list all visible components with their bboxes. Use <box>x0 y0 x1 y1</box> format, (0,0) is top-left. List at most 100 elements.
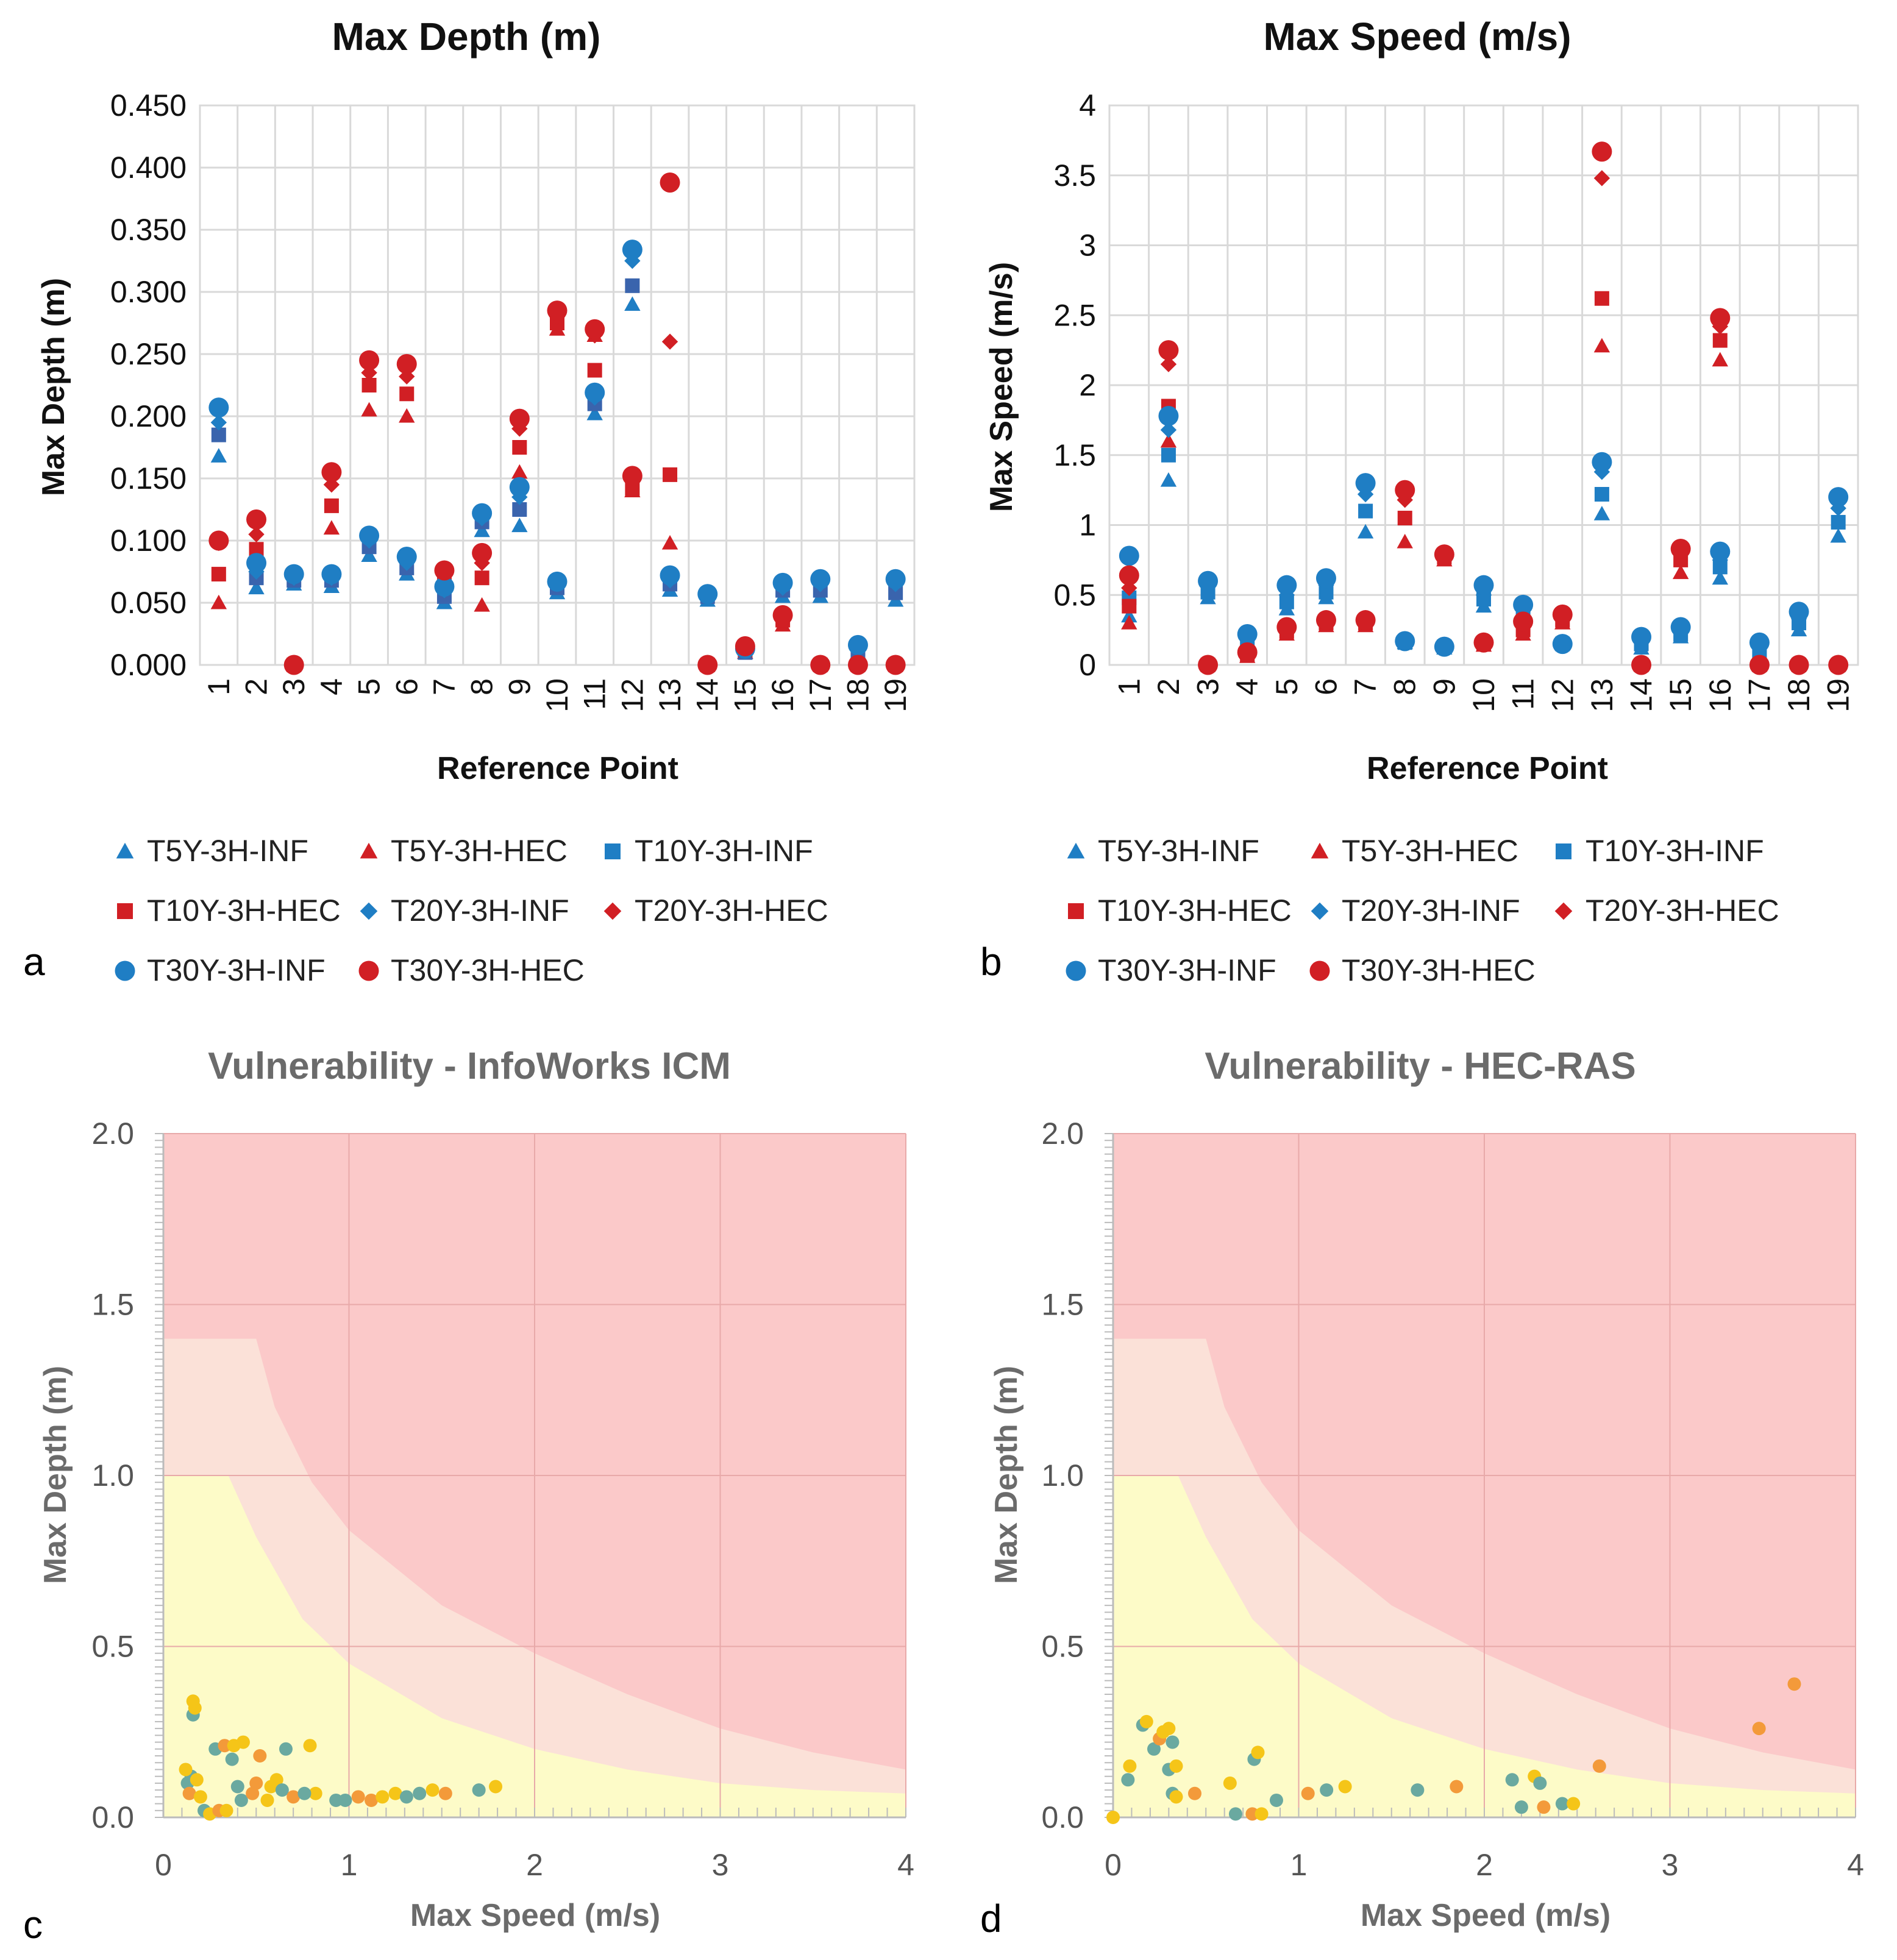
data-point <box>425 1783 440 1797</box>
data-point-t10y-3h-inf <box>625 278 640 293</box>
data-point-t20y-3h-hec <box>248 526 265 542</box>
panel-letter-b: b <box>980 940 1002 984</box>
data-point-t30y-3h-inf <box>585 382 605 403</box>
data-point-t30y-3h-inf <box>1788 602 1809 622</box>
data-point-t30y-3h-inf <box>847 634 868 655</box>
x-tick-label: 16 <box>766 678 800 712</box>
legend-label: T20Y-3H-HEC <box>1586 893 1779 928</box>
legend-item-t30y-3h-hec: T30Y-3H-HEC <box>1309 953 1536 987</box>
data-point <box>279 1742 293 1756</box>
diamond-icon <box>360 902 378 920</box>
data-point <box>179 1763 193 1777</box>
data-point-t5y-3h-inf <box>1712 570 1728 585</box>
legend-item-t5y-3h-inf: T5Y-3H-INF <box>116 834 308 868</box>
data-point-t10y-3h-hec <box>512 440 527 455</box>
data-point <box>1338 1780 1352 1794</box>
x-tick-label: 4 <box>1847 1848 1864 1882</box>
data-point-t30y-3h-hec <box>1710 308 1731 328</box>
data-point-t5y-3h-inf <box>210 448 227 463</box>
square-icon <box>1068 903 1084 919</box>
legend-item-t20y-3h-inf: T20Y-3H-INF <box>360 893 569 928</box>
circle-icon <box>358 960 379 981</box>
square-icon <box>117 903 133 919</box>
x-tick-label: 3 <box>712 1848 729 1882</box>
data-point-t30y-3h-hec <box>697 655 718 675</box>
data-point <box>1514 1800 1528 1814</box>
data-point <box>1269 1793 1283 1807</box>
data-point-t30y-3h-hec <box>396 353 417 374</box>
data-point-t30y-3h-hec <box>1119 565 1139 586</box>
data-point-t30y-3h-hec <box>547 300 568 321</box>
chart-d-ylabel: Max Depth (m) <box>989 1366 1024 1584</box>
square-icon <box>1556 843 1571 859</box>
x-tick-label: 14 <box>1625 678 1659 712</box>
chart-b-ylabel: Max Speed (m/s) <box>984 262 1019 512</box>
data-point-t30y-3h-inf <box>321 564 342 584</box>
legend-label: T5Y-3H-HEC <box>391 834 568 868</box>
x-tick-label: 2 <box>526 1848 543 1882</box>
data-point <box>193 1790 207 1804</box>
legend-label: T10Y-3H-INF <box>635 834 813 868</box>
data-point-t30y-3h-hec <box>660 172 680 193</box>
data-point-t30y-3h-inf <box>1552 634 1573 655</box>
data-point-t30y-3h-hec <box>434 560 455 581</box>
data-point-t30y-3h-inf <box>772 572 793 593</box>
data-point-t30y-3h-hec <box>1315 610 1336 631</box>
data-point <box>297 1786 311 1800</box>
data-point-t30y-3h-inf <box>246 553 267 573</box>
data-point <box>260 1793 274 1807</box>
data-point-t30y-3h-hec <box>1434 544 1454 565</box>
data-point-t30y-3h-hec <box>208 530 229 551</box>
x-tick-label: 11 <box>1506 678 1540 710</box>
legend-item-t5y-3h-hec: T5Y-3H-HEC <box>360 834 568 868</box>
legend-panel-b: T5Y-3H-INF T5Y-3H-HEC T10Y-3H-INF T10Y-3H-H… <box>1066 834 1779 987</box>
y-tick-label: 2.0 <box>91 1117 134 1151</box>
data-point-t30y-3h-hec <box>1355 610 1376 631</box>
legend-item-t20y-3h-hec: T20Y-3H-HEC <box>603 893 828 928</box>
data-point-t30y-3h-hec <box>1828 655 1849 675</box>
data-point <box>218 1739 232 1753</box>
data-point <box>1505 1773 1519 1787</box>
x-tick-label: 9 <box>1427 678 1461 695</box>
chart-c-title: Vulnerability - InfoWorks ICM <box>208 1045 731 1087</box>
triangle-icon <box>1311 842 1329 859</box>
data-point-t5y-3h-inf <box>1830 528 1846 543</box>
data-point-t30y-3h-inf <box>1592 452 1612 472</box>
data-point-t20y-3h-inf <box>1160 422 1177 438</box>
data-point <box>1555 1797 1569 1811</box>
diamond-icon <box>603 902 622 920</box>
data-point <box>1228 1807 1242 1821</box>
data-point <box>472 1783 486 1797</box>
data-point-t5y-3h-inf <box>586 405 603 421</box>
data-point <box>1450 1780 1464 1794</box>
y-tick-label: 1.5 <box>1053 438 1096 472</box>
data-point-t10y-3h-inf <box>1358 503 1373 519</box>
data-point <box>236 1735 250 1749</box>
legend-item-t30y-3h-inf: T30Y-3H-INF <box>1066 953 1276 987</box>
data-point-t30y-3h-inf <box>1198 570 1219 591</box>
legend-label: T20Y-3H-INF <box>391 893 569 928</box>
data-point-t10y-3h-hec <box>324 498 339 513</box>
data-point-t5y-3h-hec <box>1593 338 1610 353</box>
data-point <box>338 1793 352 1807</box>
data-point-t5y-3h-inf <box>511 517 528 533</box>
chart-a-ylabel: Max Depth (m) <box>36 278 71 496</box>
y-tick-label: 0.050 <box>110 586 187 620</box>
x-tick-label: 10 <box>540 678 574 712</box>
diamond-icon <box>1311 902 1329 920</box>
data-point-t30y-3h-inf <box>1119 545 1139 566</box>
y-tick-label: 0.400 <box>110 151 187 185</box>
legend-item-t10y-3h-inf: T10Y-3H-INF <box>605 834 813 868</box>
data-point-t30y-3h-hec <box>1592 141 1612 162</box>
y-tick-label: 0.5 <box>91 1630 134 1664</box>
data-point-t30y-3h-inf <box>434 576 455 597</box>
data-point <box>489 1780 503 1794</box>
data-point-t5y-3h-hec <box>399 408 415 423</box>
x-tick-label: 19 <box>878 678 913 712</box>
panel-c-vulnerability-infoworks: Vulnerability - InfoWorks ICM 0 1 2 3 4 0.0 0.… <box>38 1045 914 1933</box>
y-tick-label: 0 <box>1079 648 1096 682</box>
circle-icon <box>1309 960 1330 981</box>
legend-label: T5Y-3H-INF <box>1098 834 1259 868</box>
data-point-t10y-3h-hec <box>663 467 678 482</box>
data-point <box>375 1790 390 1804</box>
